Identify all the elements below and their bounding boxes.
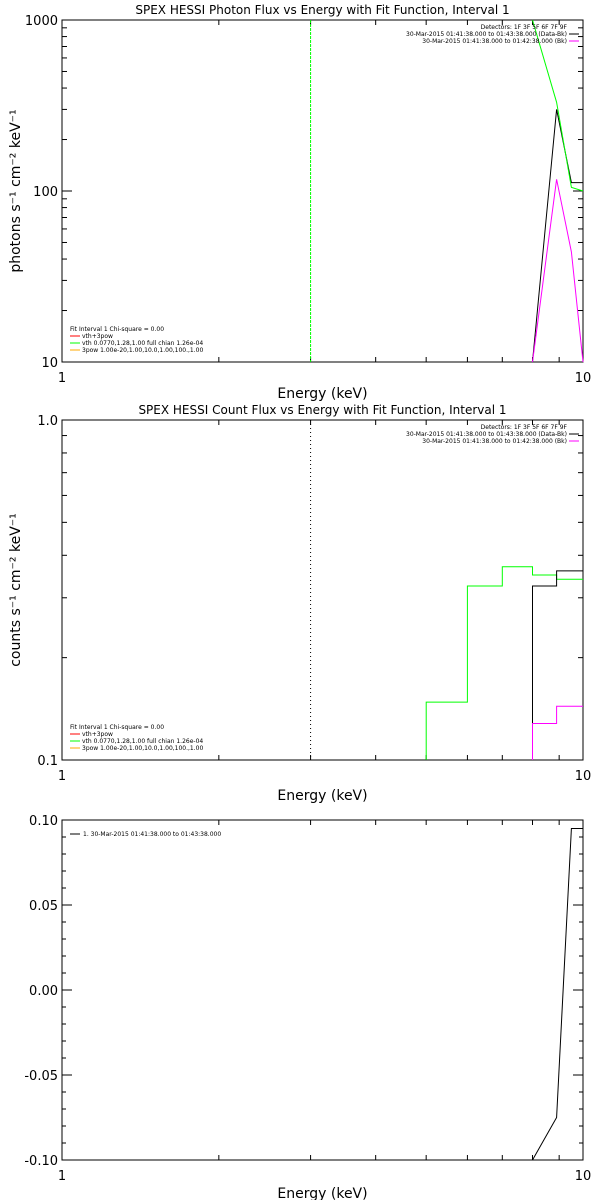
legend-text: Detectors: 1F 3F 5F 6F 7F 9F [481, 424, 568, 431]
legend-text: 30-Mar-2015 01:41:38.000 to 01:42:38.000… [422, 38, 567, 45]
legend-text: 30-Mar-2015 01:41:38.000 to 01:43:38.000… [406, 431, 567, 438]
chart-panel-3: Energy (keV) 1 10 -0.10 -0.05 0.00 0.05 0.10 1. … [24, 814, 591, 1200]
legend-text: vth+3pow [82, 731, 113, 738]
legend-text: 1. 30-Mar-2015 01:41:38.000 to 01:43:38.… [83, 831, 221, 838]
y-tick-label: 0.05 [29, 899, 58, 914]
series-line-green [532, 19, 584, 192]
y-tick-label: 10 [41, 356, 58, 371]
y-axis-label: counts s⁻¹ cm⁻² keV⁻¹ [8, 513, 24, 667]
x-tick-label: 10 [575, 769, 592, 784]
legend-text: Detectors: 1F 3F 5F 6F 7F 9F [481, 24, 568, 31]
series-line-black [532, 570, 583, 760]
legend-text: 3pow 1.00e-20,1.00,10.0,1.00,100.,1.00 [82, 745, 203, 752]
y-tick-label: -0.05 [24, 1069, 58, 1084]
plot-frame [61, 819, 584, 1161]
legend-text: 30-Mar-2015 01:41:38.000 to 01:42:38.000… [422, 438, 567, 445]
series-line-black [532, 109, 583, 363]
x-tick-label: 1 [58, 1169, 66, 1184]
y-tick-label: 0.00 [29, 984, 58, 999]
plot-frame [61, 419, 584, 761]
y-tick-label: -0.10 [24, 1154, 58, 1169]
y-tick-label: 100 [33, 185, 58, 200]
y-axis-label: photons s⁻¹ cm⁻² keV⁻¹ [8, 109, 24, 272]
x-tick-label: 1 [58, 769, 66, 784]
chart-title: SPEX HESSI Photon Flux vs Energy with Fi… [135, 3, 509, 17]
x-axis-label: Energy (keV) [277, 386, 367, 402]
x-tick-label: 10 [575, 1169, 592, 1184]
chart-title: SPEX HESSI Count Flux vs Energy with Fit… [138, 403, 506, 417]
plot-frame [61, 19, 584, 363]
y-tick-label: 1.0 [37, 414, 58, 429]
y-tick-label: 0.10 [29, 814, 58, 829]
chart-panel-1: SPEX HESSI Photon Flux vs Energy with Fi… [8, 3, 591, 402]
series-line-black [532, 828, 583, 1161]
x-tick-label: 1 [58, 371, 66, 386]
x-tick-label: 10 [575, 371, 592, 386]
x-axis-label: Energy (keV) [277, 1186, 367, 1200]
legend-text: vth 0.0770,1.28,1.00 full chian 1.26e-04 [82, 340, 203, 347]
x-axis-label: Energy (keV) [277, 788, 367, 804]
y-tick-label: 0.1 [37, 754, 58, 769]
legend-text: vth+3pow [82, 333, 113, 340]
legend-text: vth 0.0770,1.28,1.00 full chian 1.26e-04 [82, 738, 203, 745]
series-line-magenta [532, 705, 583, 760]
series-line-magenta [532, 179, 584, 363]
legend-text: 30-Mar-2015 01:41:38.000 to 01:43:38.000… [406, 31, 567, 38]
chart-panel-2: SPEX HESSI Count Flux vs Energy with Fit… [8, 403, 591, 804]
legend-text: 3pow 1.00e-20,1.00,10.0,1.00,100.,1.00 [82, 347, 203, 354]
y-tick-label: 1000 [25, 14, 58, 29]
legend-text: Fit Interval 1 Chi-square = 0.00 [70, 724, 164, 731]
legend-text: Fit Interval 1 Chi-square = 0.00 [70, 326, 164, 333]
series-line-green [425, 566, 583, 760]
